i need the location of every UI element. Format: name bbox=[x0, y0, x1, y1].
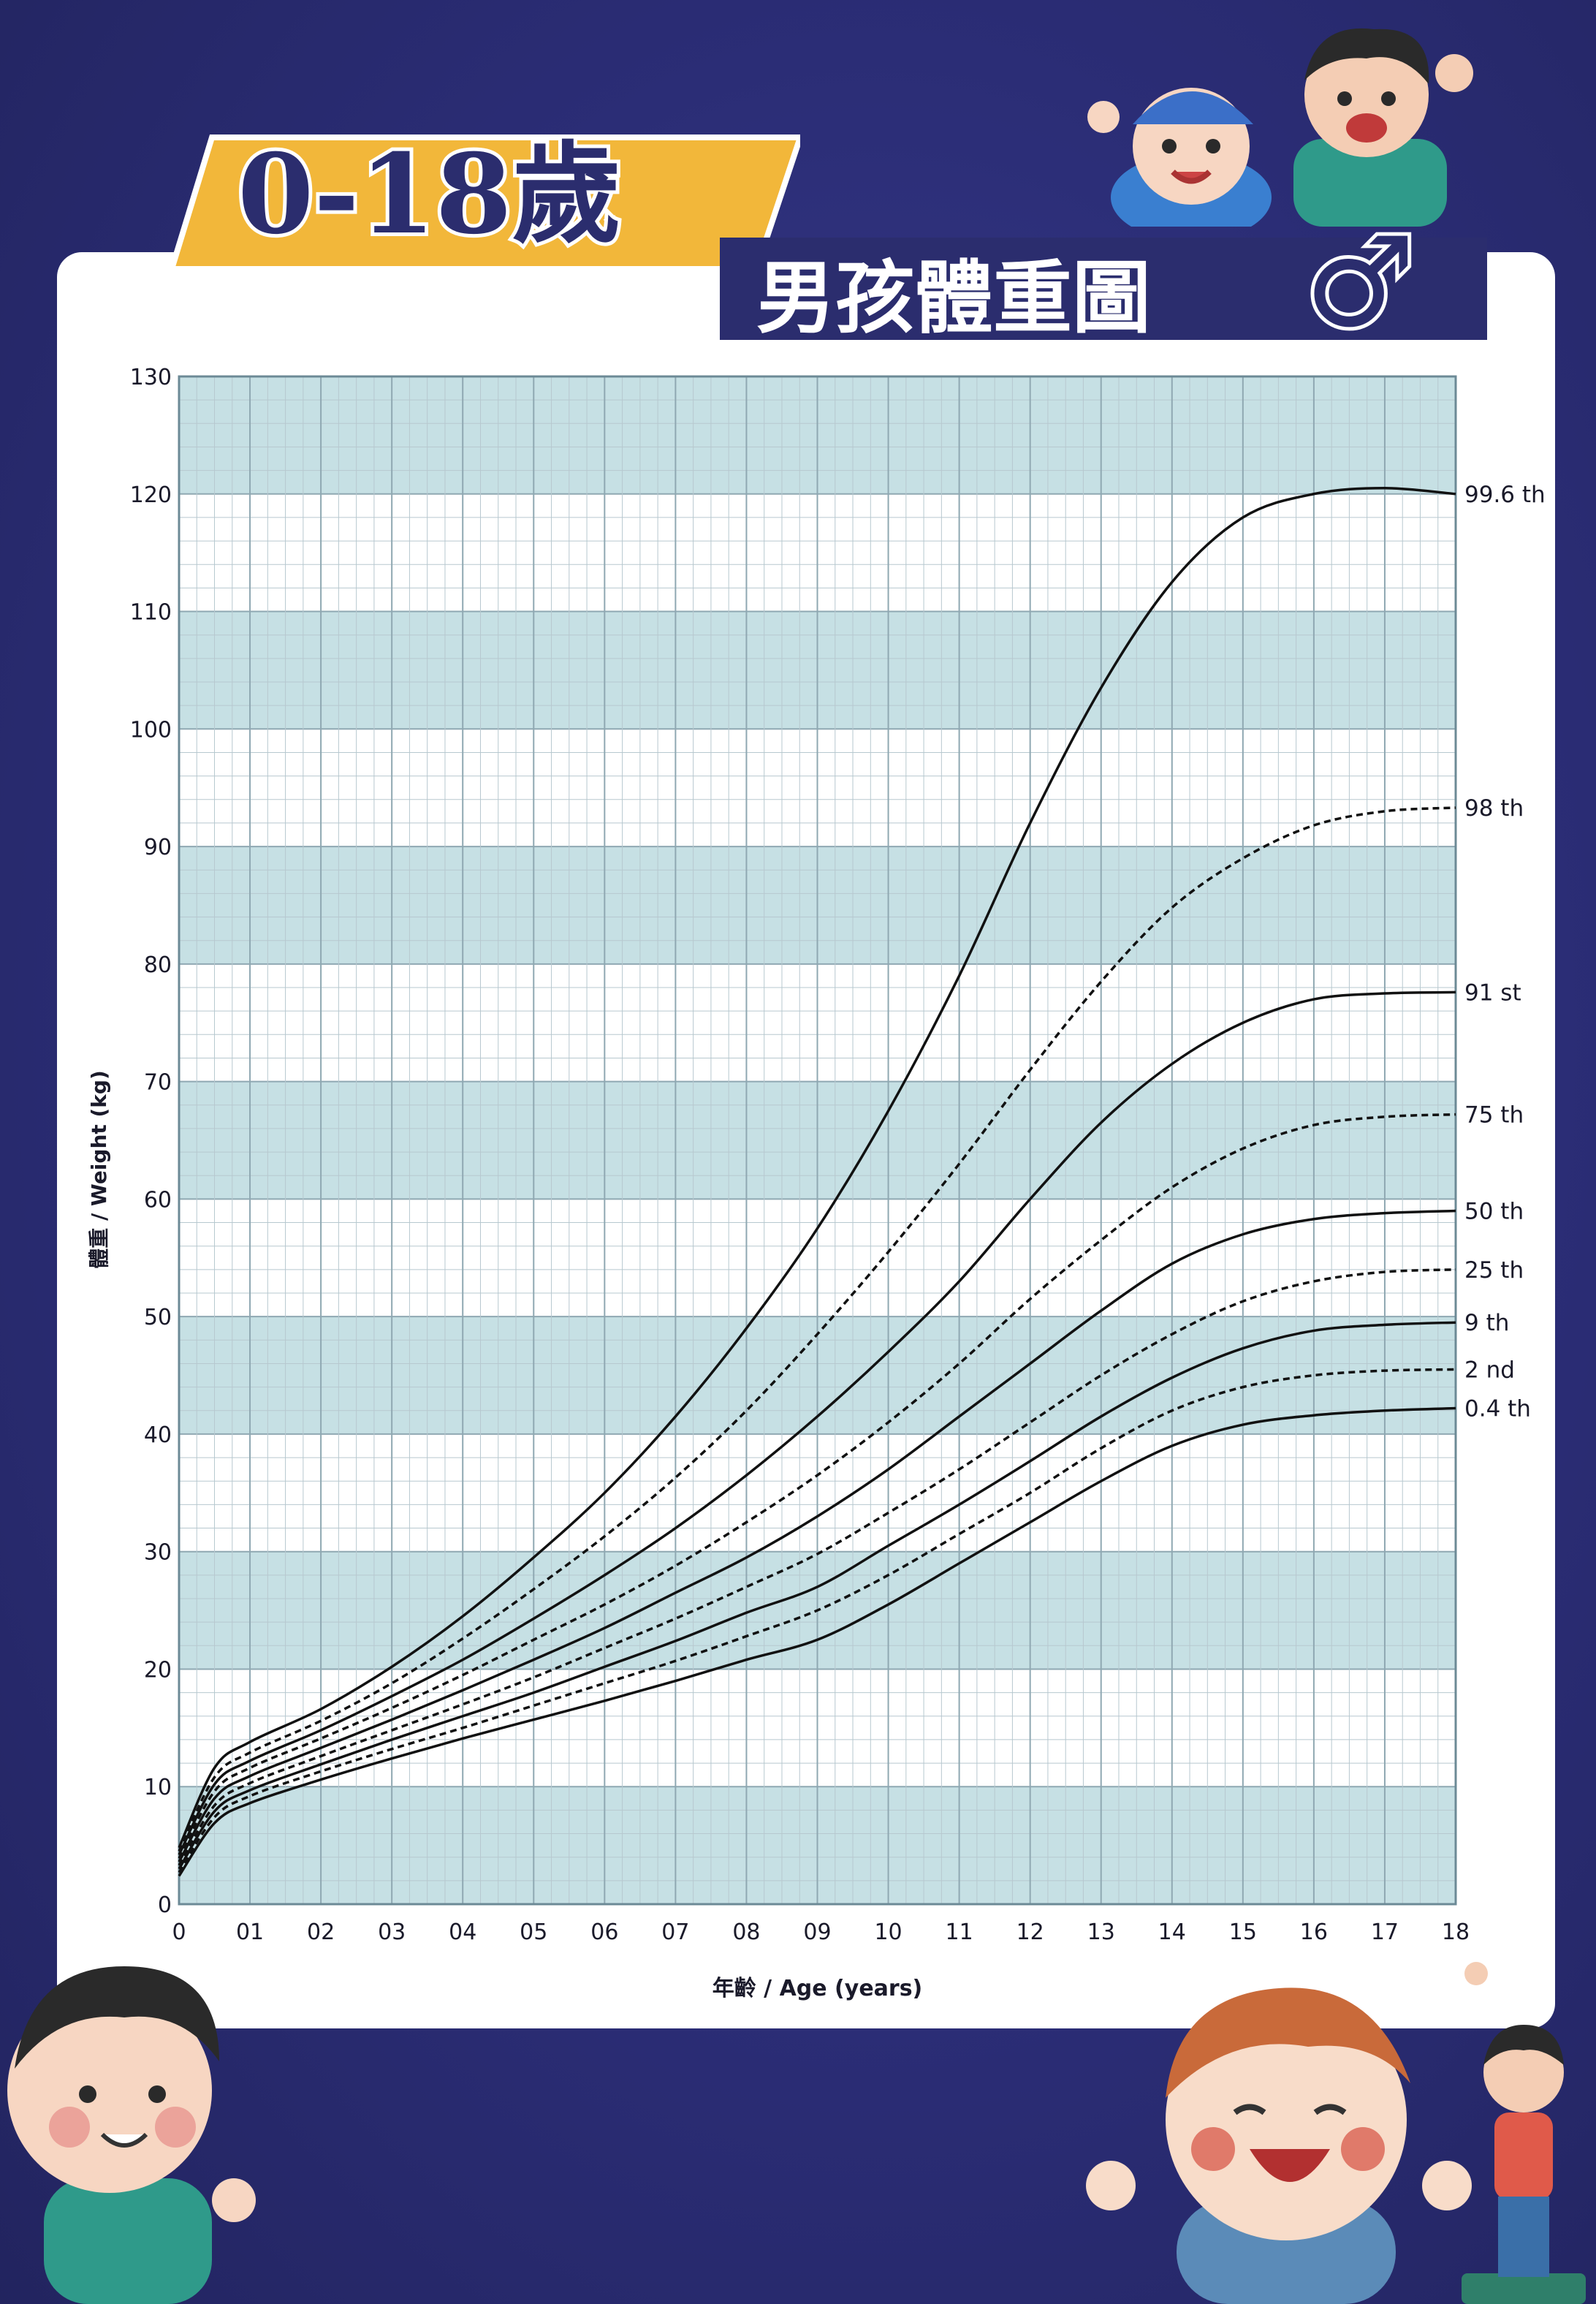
title-sub-shape bbox=[720, 238, 1487, 340]
top-boys-illustration bbox=[1087, 28, 1473, 227]
percentile-curve bbox=[178, 1268, 1456, 1866]
y-tick-label: 50 bbox=[144, 1305, 172, 1330]
percentile-label: 75 th bbox=[1464, 1102, 1524, 1129]
x-tick-label: 04 bbox=[449, 1920, 476, 1945]
laughing-boy-icon bbox=[1086, 1987, 1472, 2304]
percentile-curve bbox=[178, 486, 1456, 1849]
percentile-curves bbox=[178, 486, 1456, 1877]
x-tick-label: 05 bbox=[520, 1920, 547, 1945]
grid-lines bbox=[178, 376, 1456, 1905]
boy-with-cap-icon bbox=[1087, 88, 1272, 227]
x-tick-label: 03 bbox=[378, 1920, 406, 1945]
bottom-left-boy-illustration bbox=[7, 1966, 256, 2304]
title-main-text: 0-18歲 bbox=[238, 130, 621, 259]
x-tick-label: 16 bbox=[1300, 1920, 1328, 1945]
x-tick-label: 09 bbox=[803, 1920, 831, 1945]
boy-on-scale-icon bbox=[1462, 1962, 1586, 2304]
bottom-right-boys-illustration bbox=[1086, 1962, 1586, 2304]
percentile-label: 9 th bbox=[1464, 1310, 1509, 1336]
title-sub-plaque: 男孩體重圖 ♂ bbox=[720, 216, 1487, 344]
x-tick-label: 07 bbox=[661, 1920, 689, 1945]
y-tick-label: 80 bbox=[144, 952, 172, 978]
x-axis-label: 年齡 / Age (years) bbox=[712, 1976, 923, 2001]
male-symbol-icon: ♂ bbox=[1304, 216, 1416, 344]
y-tick-label: 20 bbox=[144, 1657, 172, 1683]
percentile-label: 99.6 th bbox=[1464, 482, 1546, 508]
x-tick-label: 08 bbox=[732, 1920, 760, 1945]
percentile-curve bbox=[178, 1321, 1456, 1870]
percentile-label: 98 th bbox=[1464, 795, 1524, 822]
x-tick-label: 06 bbox=[590, 1920, 618, 1945]
y-tick-label: 70 bbox=[144, 1070, 172, 1096]
y-tick-label: 130 bbox=[130, 365, 172, 390]
title-sub-text: 男孩體重圖 bbox=[756, 253, 1151, 344]
x-tick-label: 0 bbox=[172, 1920, 186, 1945]
percentile-label: 91 st bbox=[1464, 979, 1521, 1006]
y-tick-label: 0 bbox=[158, 1892, 172, 1918]
x-tick-label: 11 bbox=[946, 1920, 973, 1945]
percentile-label: 25 th bbox=[1464, 1257, 1524, 1284]
y-tick-label: 10 bbox=[144, 1775, 172, 1800]
x-tick-label: 13 bbox=[1087, 1920, 1115, 1945]
percentile-curve bbox=[178, 1406, 1456, 1877]
y-tick-label: 40 bbox=[144, 1422, 172, 1448]
percentile-curve bbox=[178, 1368, 1456, 1873]
x-tick-label: 01 bbox=[236, 1920, 264, 1945]
percentile-curve bbox=[178, 1113, 1456, 1860]
x-tick-label: 17 bbox=[1371, 1920, 1399, 1945]
y-tick-label: 120 bbox=[130, 482, 172, 508]
x-tick-labels: 0 01 02 03 04 05 06 07 08 09 10 11 12 13 14 15 16 17 18 bbox=[172, 1920, 1470, 1945]
y-tick-label: 30 bbox=[144, 1540, 172, 1566]
percentile-curve bbox=[178, 806, 1456, 1852]
y-tick-label: 100 bbox=[130, 717, 172, 743]
y-tick-label: 90 bbox=[144, 835, 172, 860]
x-tick-label: 10 bbox=[874, 1920, 902, 1945]
boy-waving-icon bbox=[1293, 28, 1473, 227]
y-tick-label: 110 bbox=[130, 600, 172, 626]
x-tick-label: 14 bbox=[1158, 1920, 1186, 1945]
percentile-label: 0.4 th bbox=[1464, 1396, 1531, 1422]
percentile-labels: 99.6 th 98 th 91 st 75 th 50 th 25 th 9 th 2 nd… bbox=[1464, 482, 1546, 1422]
percentile-label: 2 nd bbox=[1464, 1357, 1515, 1384]
title-main-plaque: 0-18歲 bbox=[172, 126, 800, 272]
percentile-label: 50 th bbox=[1464, 1198, 1524, 1224]
percentile-curve bbox=[178, 1209, 1456, 1862]
x-tick-label: 02 bbox=[307, 1920, 335, 1945]
y-tick-label: 60 bbox=[144, 1187, 172, 1213]
y-tick-labels: 0 10 20 30 40 50 60 70 80 90 100 110 120 130 bbox=[130, 365, 172, 1918]
y-axis-label: 體重 / Weight (kg) bbox=[87, 1070, 111, 1269]
plot-frame bbox=[178, 375, 1457, 1906]
percentile-curve bbox=[178, 990, 1456, 1856]
x-tick-label: 12 bbox=[1016, 1920, 1044, 1945]
x-tick-label: 15 bbox=[1229, 1920, 1257, 1945]
x-tick-label: 18 bbox=[1442, 1920, 1470, 1945]
